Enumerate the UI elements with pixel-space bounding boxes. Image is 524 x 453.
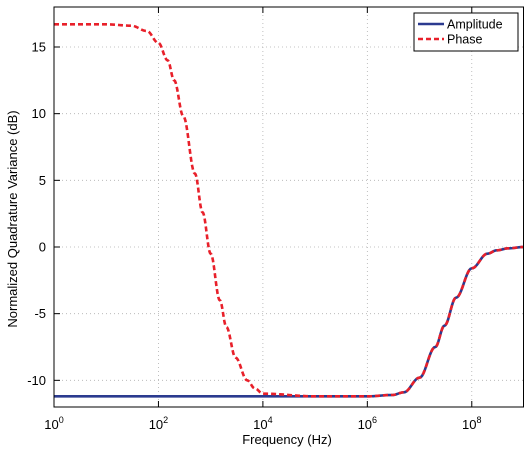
- y-tick-label: 15: [32, 40, 46, 55]
- ticks: [53, 7, 473, 407]
- x-tick-label: 102: [149, 415, 168, 432]
- y-tick-label: -10: [27, 373, 46, 388]
- grid: [53, 7, 524, 407]
- y-tick-label: 10: [32, 106, 46, 121]
- x-tick-label: 104: [253, 415, 272, 432]
- x-tick-label: 106: [358, 415, 377, 432]
- y-tick-label: 0: [39, 240, 46, 255]
- x-axis-label: Frequency (Hz): [242, 432, 332, 447]
- series-line-phase: [54, 23, 524, 398]
- y-tick-label: -5: [34, 306, 46, 321]
- series-line-amplitude: [54, 245, 524, 398]
- series-lines: [54, 23, 524, 398]
- x-tick-label: 100: [44, 415, 63, 432]
- y-axis-label: Normalized Quadrature Variance (dB): [5, 110, 20, 327]
- y-tick-label: 5: [39, 173, 46, 188]
- legend-box: [413, 12, 519, 52]
- x-tick-label: 108: [462, 415, 481, 432]
- legend-label-phase: Phase: [447, 33, 482, 47]
- legend-label-amplitude: Amplitude: [447, 18, 503, 32]
- tick-labels: 100 102 104 106 108 15 10 5 0 -5 -10: [27, 40, 481, 433]
- plot-frame: [53, 6, 524, 408]
